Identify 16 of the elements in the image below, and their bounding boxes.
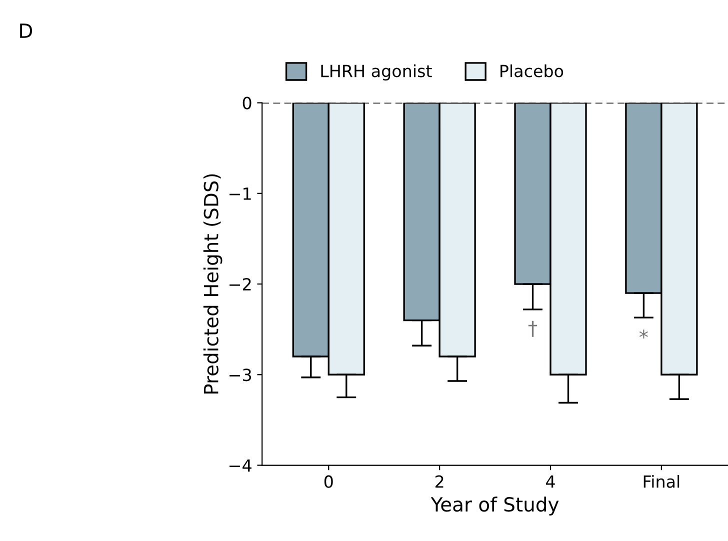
y-tick-label: −2	[230, 278, 251, 290]
x-tick-label: 0	[324, 475, 333, 488]
x-tick-label: 2	[435, 475, 444, 488]
x-tick-label: 4	[546, 475, 555, 488]
y-tick-label: −3	[230, 368, 252, 382]
y-tick-label: −1	[230, 188, 251, 200]
annotation: †	[528, 320, 538, 337]
annotation: *	[639, 330, 648, 339]
legend-label: Placebo	[500, 64, 564, 78]
legend-label: LHRH agonist	[321, 64, 432, 81]
x-tick-label: Final	[644, 474, 680, 488]
x-axis-title: Year of Study	[430, 496, 559, 516]
text: D	[20, 24, 32, 38]
y-axis-title: Predicted Height (SDS)	[203, 174, 222, 394]
y-tick-label: −4	[230, 459, 252, 472]
y-tick-label: 0	[242, 96, 252, 110]
